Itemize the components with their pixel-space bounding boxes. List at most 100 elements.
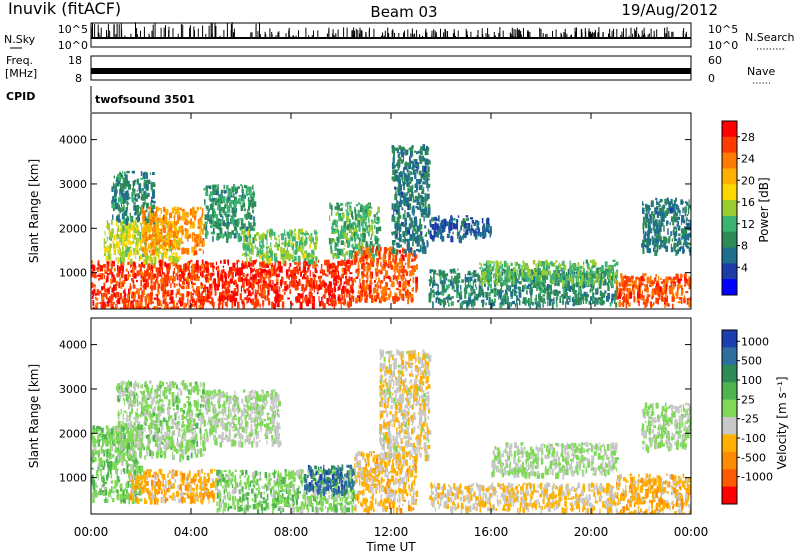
heatmap-cell — [395, 174, 399, 181]
heatmap-cell — [482, 232, 484, 238]
heatmap-cell — [142, 237, 145, 244]
heatmap-cell — [404, 209, 406, 214]
heatmap-cell — [393, 206, 397, 210]
heatmap-cell — [97, 274, 100, 277]
heatmap-cell — [371, 271, 373, 277]
heatmap-cell — [432, 236, 435, 239]
heatmap-cell — [371, 221, 375, 224]
heatmap-cell — [472, 280, 475, 286]
heatmap-cell — [220, 196, 222, 201]
heatmap-cell — [120, 238, 123, 246]
heatmap-cell — [376, 246, 378, 251]
heatmap-cell — [220, 189, 224, 194]
heatmap-cell — [363, 265, 366, 271]
heatmap-cell — [169, 245, 171, 248]
heatmap-cell — [246, 257, 248, 263]
heatmap-cell — [342, 260, 345, 265]
heatmap-cell — [487, 231, 490, 234]
heatmap-cell — [151, 249, 155, 256]
heatmap-cell — [431, 289, 435, 294]
heatmap-cell — [585, 293, 587, 298]
heatmap-cell — [515, 291, 518, 294]
heatmap-cell — [145, 237, 149, 242]
heatmap-cell — [370, 271, 372, 275]
heatmap-cell — [485, 227, 488, 232]
heatmap-cell — [123, 218, 127, 225]
heatmap-cell — [467, 272, 471, 276]
heatmap-cell — [312, 271, 314, 277]
heatmap-cell — [487, 293, 489, 297]
heatmap-cell — [309, 243, 312, 249]
heatmap-cell — [274, 262, 277, 268]
heatmap-cell — [353, 207, 356, 211]
heatmap-cell — [329, 202, 332, 209]
heatmap-cell — [416, 183, 418, 187]
heatmap-cell — [273, 231, 276, 236]
heatmap-cell — [392, 252, 395, 260]
heatmap-cell — [129, 286, 132, 291]
heatmap-cell — [175, 242, 179, 249]
heatmap-cell — [352, 289, 355, 293]
heatmap-cell — [507, 302, 510, 309]
heatmap-cell — [205, 191, 209, 196]
heatmap-cell — [266, 295, 269, 301]
heatmap-cell — [182, 285, 185, 290]
heatmap-cell — [387, 263, 390, 268]
heatmap-cell — [350, 210, 353, 218]
heatmap-cell — [371, 230, 374, 236]
heatmap-cell — [134, 194, 137, 201]
heatmap-cell — [121, 220, 124, 224]
heatmap-cell — [553, 297, 555, 305]
heatmap-cell — [301, 287, 304, 292]
heatmap-cell — [468, 296, 472, 303]
heatmap-cell — [342, 269, 345, 273]
heatmap-cell — [229, 271, 232, 275]
heatmap-cell — [174, 237, 176, 244]
heatmap-cell — [445, 284, 449, 291]
heatmap-cell — [162, 290, 165, 297]
heatmap-cell — [436, 223, 439, 230]
heatmap-cell — [333, 278, 335, 286]
heatmap-cell — [451, 217, 453, 223]
heatmap-cell — [360, 292, 364, 298]
heatmap-cell — [457, 236, 459, 239]
heatmap-cell — [477, 274, 481, 282]
heatmap-cell — [250, 276, 252, 281]
heatmap-cell — [342, 253, 345, 257]
heatmap-cell — [400, 269, 404, 273]
heatmap-cell — [394, 204, 396, 208]
heatmap-cell — [165, 245, 167, 250]
heatmap-cell — [117, 218, 121, 223]
heatmap-cell — [140, 279, 142, 287]
heatmap-cell — [191, 281, 193, 285]
heatmap-cell — [266, 270, 268, 276]
heatmap-cell — [155, 267, 158, 272]
heatmap-cell — [143, 272, 147, 279]
heatmap-cell — [420, 179, 422, 182]
heatmap-cell — [245, 213, 248, 220]
heatmap-cell — [383, 275, 385, 281]
heatmap-cell — [415, 276, 418, 284]
heatmap-cell — [607, 292, 611, 300]
heatmap-cell — [101, 301, 103, 309]
heatmap-cell — [240, 267, 244, 270]
heatmap-cell — [202, 287, 204, 293]
heatmap-cell — [412, 164, 415, 171]
heatmap-cell — [493, 287, 497, 293]
heatmap-cell — [231, 295, 235, 302]
heatmap-cell — [189, 299, 191, 304]
heatmap-cell — [406, 192, 408, 197]
heatmap-cell — [346, 265, 350, 272]
heatmap-cell — [581, 281, 584, 289]
heatmap-cell — [414, 255, 416, 262]
heatmap-cell — [345, 202, 347, 207]
heatmap-cell — [301, 229, 303, 235]
heatmap-cell — [139, 231, 141, 239]
heatmap-cell — [262, 276, 266, 283]
heatmap-cell — [127, 257, 130, 260]
heatmap-cell — [126, 216, 129, 221]
heatmap-cell — [507, 288, 511, 292]
heatmap-cell — [249, 225, 251, 232]
heatmap-cell — [119, 307, 123, 309]
heatmap-cell — [459, 290, 463, 298]
